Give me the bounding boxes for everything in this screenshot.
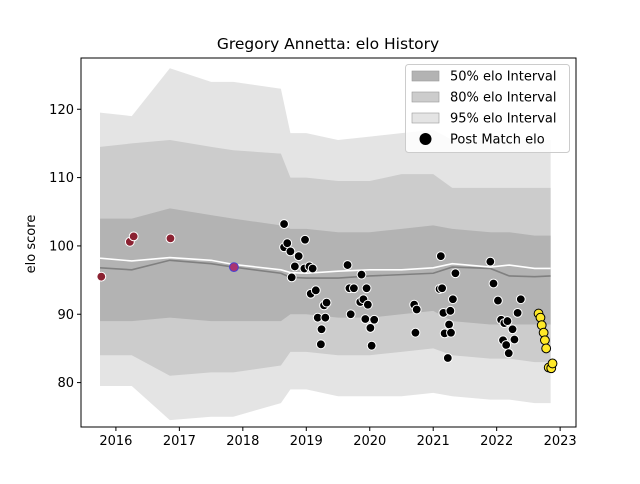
post-match-point [310, 285, 321, 296]
post-match-point [509, 334, 520, 345]
plot-area [96, 68, 558, 421]
post-match-point [450, 268, 461, 279]
post-match-point [320, 312, 331, 323]
post-match-point [229, 262, 239, 273]
post-match-point [445, 305, 456, 316]
post-match-point [512, 307, 523, 318]
post-match-point [285, 246, 296, 257]
post-match-point [446, 327, 456, 338]
post-match-point [316, 324, 327, 335]
post-match-point [293, 251, 304, 262]
post-match-point [502, 316, 513, 326]
post-match-point [289, 261, 300, 272]
post-match-point [282, 238, 293, 249]
band-50-elo-interval [100, 208, 551, 325]
legend-marker-post-match-elo [419, 133, 432, 145]
post-match-point [315, 339, 326, 350]
trend-lines [99, 256, 551, 279]
x-tick-label: 2017 [163, 434, 196, 449]
legend-label-50-elo-interval: 50% elo Interval [450, 70, 557, 85]
x-tick-label: 2021 [417, 434, 450, 449]
legend-label-80-elo-interval: 80% elo Interval [450, 91, 557, 106]
post-match-point [540, 335, 550, 346]
post-match-point [442, 353, 453, 363]
post-match-point [366, 340, 377, 351]
post-match-point [485, 256, 496, 267]
post-match-points [96, 219, 558, 374]
x-tick-label: 2016 [99, 434, 132, 449]
post-match-point [342, 260, 353, 270]
post-match-point [437, 283, 447, 294]
post-match-point [96, 271, 107, 282]
y-axis-label: elo score [24, 215, 39, 274]
post-match-point [541, 343, 552, 354]
post-match-point [444, 319, 454, 330]
x-tick-label: 2019 [290, 434, 323, 449]
post-match-point [321, 297, 332, 308]
y-tick-label: 90 [57, 308, 74, 323]
post-match-point [435, 251, 446, 262]
legend-swatch-95-elo-interval [411, 112, 440, 124]
x-axis-ticks: 2016 2017 2018 2019 2020 2021 2022 2023 [99, 427, 577, 449]
x-tick-label: 2020 [353, 434, 386, 449]
post-match-point [547, 358, 558, 369]
post-match-point [503, 348, 514, 359]
legend-box [405, 64, 570, 153]
post-match-point [447, 294, 458, 305]
post-match-point [507, 324, 518, 335]
post-match-point [128, 231, 139, 242]
legend-label-post-match-elo: Post Match elo [450, 133, 545, 148]
median-elo-line [99, 259, 551, 279]
post-match-point [356, 269, 367, 280]
post-match-point [369, 314, 380, 325]
y-tick-label: 80 [57, 376, 74, 391]
post-match-point [493, 295, 503, 306]
post-match-point [286, 272, 297, 283]
post-match-point [348, 283, 359, 294]
x-tick-label: 2018 [226, 434, 259, 449]
post-match-point [165, 233, 176, 244]
y-tick-label: 110 [49, 171, 74, 186]
post-match-point [362, 299, 373, 310]
post-match-point [279, 219, 289, 229]
post-match-point [488, 278, 499, 289]
chart-title: Gregory Annetta: elo History [217, 35, 439, 53]
post-match-point [411, 304, 422, 315]
post-match-point [365, 323, 376, 333]
legend-swatch-80-elo-interval [411, 91, 440, 103]
y-tick-label: 100 [49, 239, 74, 254]
legend: 50% elo Interval 80% elo Interval 95% elo … [405, 64, 570, 153]
post-match-point [300, 234, 310, 245]
post-match-point [307, 263, 318, 274]
post-match-point [361, 283, 372, 294]
axes-frame [80, 57, 577, 428]
x-tick-label: 2023 [544, 434, 577, 449]
post-match-point [410, 327, 421, 338]
mean-elo-line [99, 256, 551, 275]
post-match-point [345, 309, 356, 320]
y-tick-label: 120 [49, 103, 74, 118]
interval-bands [100, 68, 551, 421]
legend-label-95-elo-interval: 95% elo Interval [450, 112, 557, 127]
post-match-point [501, 340, 512, 350]
y-axis-ticks: 80 90 100 110 120 [49, 103, 81, 391]
legend-swatch-50-elo-interval [411, 70, 440, 82]
x-tick-label: 2022 [480, 434, 513, 449]
post-match-point [515, 294, 526, 305]
post-match-point [360, 314, 371, 324]
